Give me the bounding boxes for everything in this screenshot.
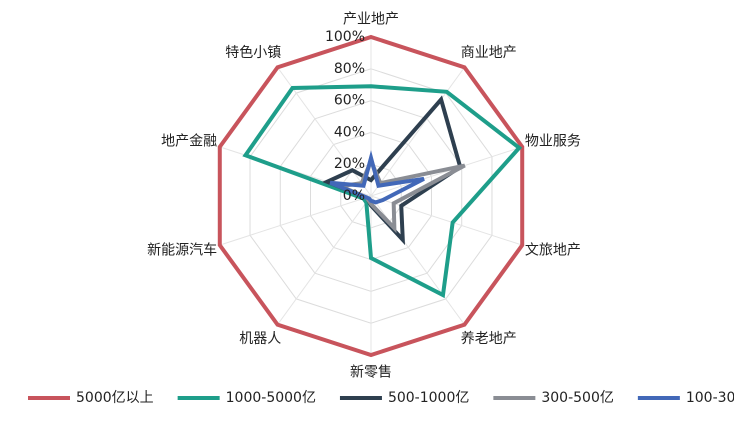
category-label: 养老地产 (461, 331, 517, 347)
category-label: 物业服务 (525, 133, 581, 149)
legend-label: 100-300亿 (686, 390, 734, 406)
series-line (329, 150, 425, 205)
r-tick-label: 80% (334, 61, 365, 77)
category-label: 新零售 (350, 364, 392, 380)
legend-label: 5000亿以上 (76, 390, 154, 406)
category-label: 机器人 (239, 331, 281, 347)
r-tick-label: 100% (325, 29, 365, 45)
category-label: 地产金融 (161, 133, 217, 149)
legend-label: 500-1000亿 (388, 390, 469, 406)
category-label: 文旅地产 (525, 243, 581, 259)
spoke (277, 195, 372, 325)
category-label: 商业地产 (461, 45, 517, 61)
spoke (219, 195, 372, 246)
series-line (217, 34, 525, 358)
category-label: 新能源汽车 (147, 242, 217, 259)
r-tick-label: 40% (334, 124, 365, 140)
r-tick-label: 60% (334, 93, 365, 109)
spoke (370, 67, 465, 197)
spoke (370, 146, 523, 197)
spoke (370, 195, 465, 325)
category-label: 特色小镇 (225, 44, 281, 61)
r-tick-label: 0% (343, 188, 365, 204)
legend-label: 1000-5000亿 (226, 390, 316, 406)
category-label: 产业地产 (343, 12, 399, 28)
legend-label: 300-500亿 (541, 390, 614, 406)
r-tick-label: 20% (334, 156, 365, 172)
series-line (242, 84, 523, 299)
